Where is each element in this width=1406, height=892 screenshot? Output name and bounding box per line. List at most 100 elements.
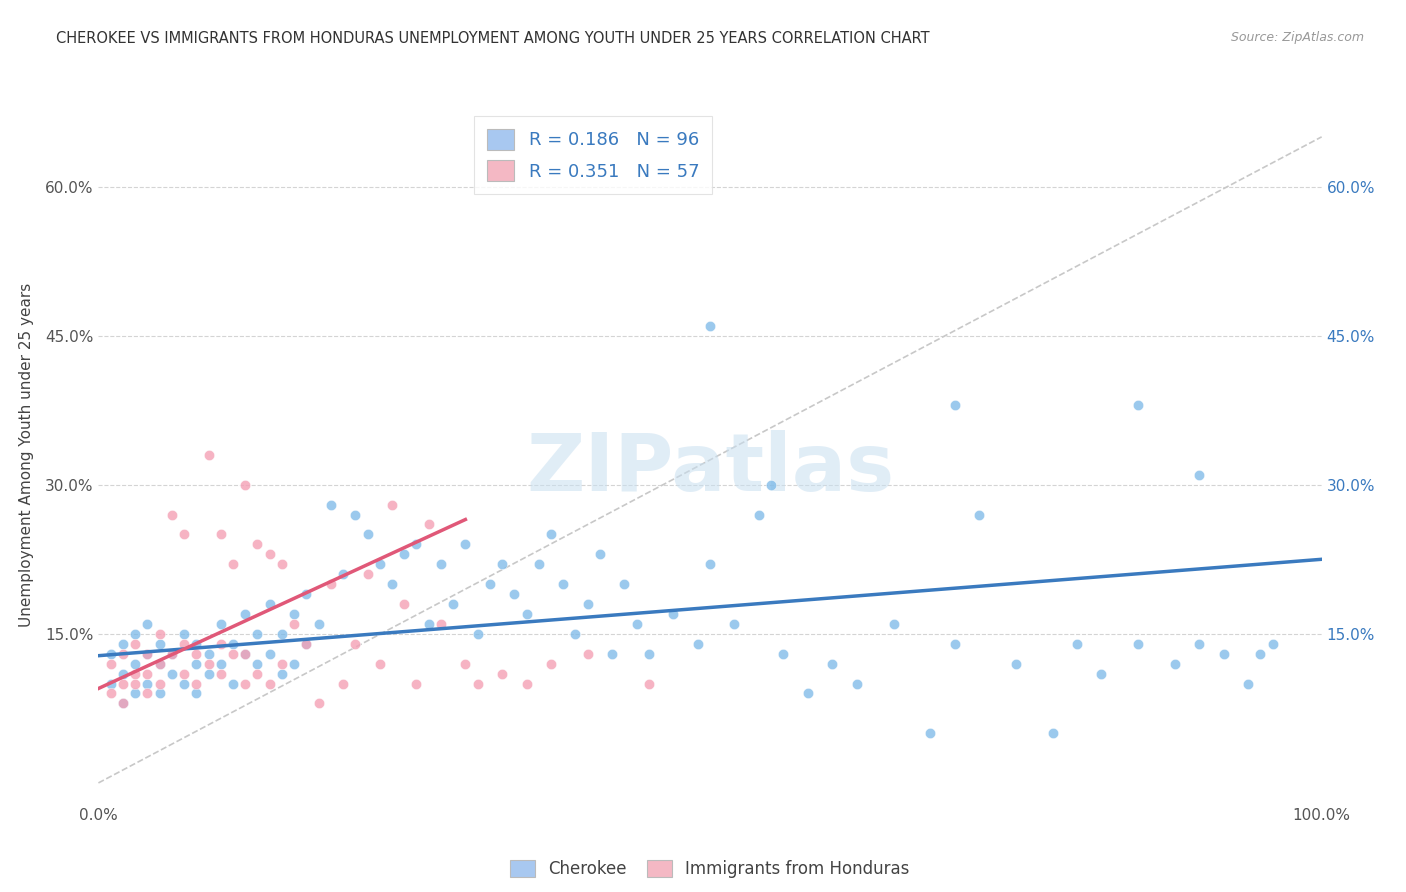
Point [136, 616, 159, 631]
Point [124, 637, 146, 651]
Point [270, 558, 294, 572]
Point [222, 676, 245, 690]
Point [222, 558, 245, 572]
Text: ZIPatlas: ZIPatlas [526, 430, 894, 508]
Point [149, 627, 172, 641]
Point [1212, 647, 1234, 661]
Point [270, 657, 294, 671]
Point [283, 616, 305, 631]
Point [173, 676, 195, 690]
Point [246, 537, 269, 551]
Point [405, 537, 427, 551]
Point [233, 477, 256, 491]
Point [124, 627, 146, 641]
Point [233, 676, 256, 690]
Point [124, 676, 146, 690]
Point [392, 547, 416, 561]
Point [149, 676, 172, 690]
Point [186, 657, 208, 671]
Point [1237, 676, 1260, 690]
Point [246, 666, 269, 681]
Point [136, 647, 159, 661]
Point [1261, 637, 1284, 651]
Point [356, 527, 378, 541]
Point [454, 657, 477, 671]
Point [1164, 657, 1187, 671]
Point [662, 607, 685, 621]
Point [332, 676, 354, 690]
Point [111, 647, 134, 661]
Point [149, 657, 172, 671]
Point [699, 558, 721, 572]
Point [515, 676, 537, 690]
Point [149, 637, 172, 651]
Point [124, 686, 146, 700]
Point [319, 498, 342, 512]
Point [160, 508, 183, 522]
Point [761, 477, 783, 491]
Point [160, 647, 183, 661]
Point [920, 726, 942, 740]
Point [295, 587, 318, 601]
Point [197, 448, 219, 462]
Point [503, 587, 526, 601]
Point [197, 647, 219, 661]
Point [186, 676, 208, 690]
Point [454, 537, 477, 551]
Point [1090, 666, 1112, 681]
Point [883, 616, 905, 631]
Point [319, 577, 342, 591]
Point [356, 567, 378, 582]
Point [283, 657, 305, 671]
Point [197, 666, 219, 681]
Legend: Cherokee, Immigrants from Honduras: Cherokee, Immigrants from Honduras [503, 854, 917, 885]
Point [149, 657, 172, 671]
Point [1066, 637, 1088, 651]
Point [111, 697, 134, 711]
Point [797, 686, 820, 700]
Point [233, 607, 256, 621]
Point [222, 637, 245, 651]
Point [821, 657, 844, 671]
Point [600, 647, 623, 661]
Point [100, 676, 122, 690]
Point [1188, 467, 1211, 482]
Point [100, 686, 122, 700]
Point [246, 627, 269, 641]
Point [124, 657, 146, 671]
Point [222, 647, 245, 661]
Point [491, 666, 513, 681]
Point [149, 686, 172, 700]
Point [209, 637, 232, 651]
Point [136, 676, 159, 690]
Point [638, 676, 661, 690]
Point [186, 637, 208, 651]
Point [186, 686, 208, 700]
Point [515, 607, 537, 621]
Point [748, 508, 770, 522]
Y-axis label: Unemployment Among Youth under 25 years: Unemployment Among Youth under 25 years [18, 283, 34, 627]
Point [111, 697, 134, 711]
Point [723, 616, 745, 631]
Point [576, 597, 599, 611]
Point [270, 666, 294, 681]
Point [295, 637, 318, 651]
Point [467, 627, 489, 641]
Point [686, 637, 709, 651]
Point [381, 577, 404, 591]
Point [478, 577, 501, 591]
Point [626, 616, 648, 631]
Point [160, 647, 183, 661]
Point [332, 567, 354, 582]
Point [259, 676, 281, 690]
Point [418, 616, 440, 631]
Point [943, 637, 966, 651]
Point [270, 627, 294, 641]
Point [638, 647, 661, 661]
Point [160, 666, 183, 681]
Point [173, 627, 195, 641]
Point [381, 498, 404, 512]
Point [173, 666, 195, 681]
Point [100, 657, 122, 671]
Text: CHEROKEE VS IMMIGRANTS FROM HONDURAS UNEMPLOYMENT AMONG YOUTH UNDER 25 YEARS COR: CHEROKEE VS IMMIGRANTS FROM HONDURAS UNE… [56, 31, 929, 46]
